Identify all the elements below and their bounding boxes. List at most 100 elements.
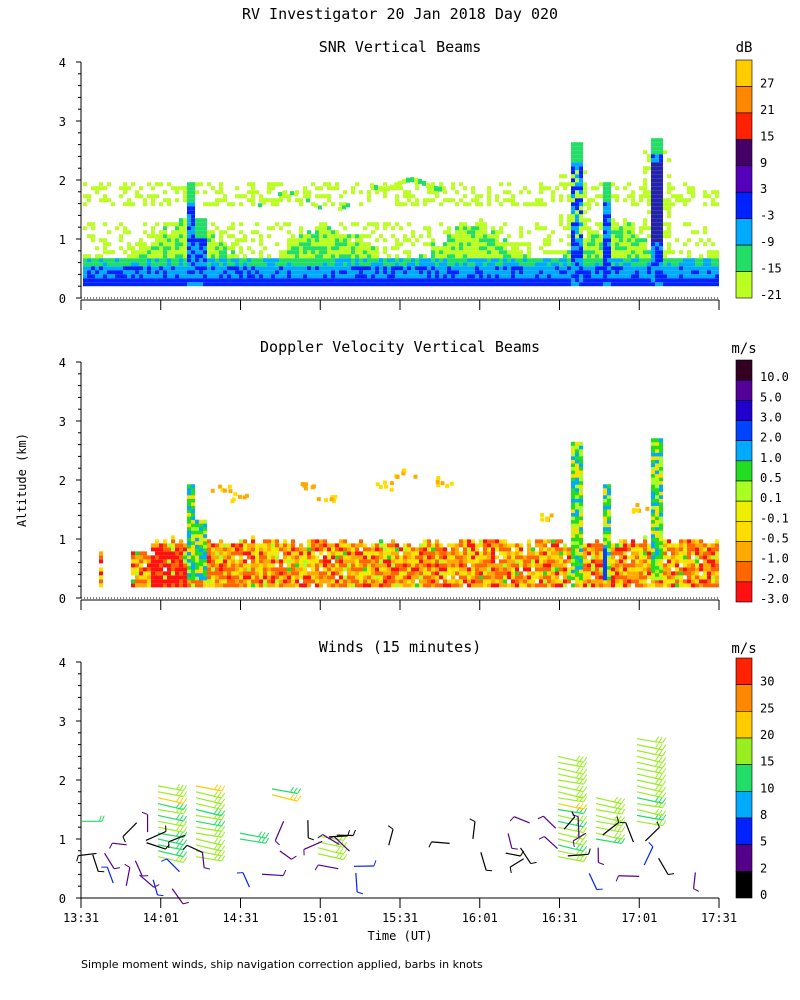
doppler-cell bbox=[451, 555, 455, 560]
snr-cell bbox=[203, 218, 207, 223]
doppler-cell bbox=[243, 539, 247, 544]
doppler-cell bbox=[159, 567, 163, 572]
doppler-cell bbox=[711, 583, 715, 588]
doppler-cell bbox=[139, 583, 143, 588]
doppler-cell bbox=[151, 547, 155, 552]
snr-cell bbox=[451, 250, 455, 255]
doppler-cell bbox=[215, 559, 219, 564]
snr-cell bbox=[338, 206, 342, 211]
snr-cell bbox=[275, 274, 279, 279]
doppler-cell bbox=[547, 571, 551, 576]
doppler-cell bbox=[167, 567, 171, 572]
doppler-cell bbox=[703, 583, 707, 588]
doppler-cell bbox=[451, 559, 455, 564]
snr-cell bbox=[651, 238, 655, 243]
snr-cell bbox=[251, 194, 255, 199]
snr-cell bbox=[327, 230, 331, 235]
snr-cell bbox=[359, 278, 363, 283]
snr-cell bbox=[411, 262, 415, 267]
snr-cell bbox=[183, 262, 187, 267]
snr-cell bbox=[603, 258, 607, 263]
snr-cell bbox=[523, 278, 527, 283]
snr-cell bbox=[307, 250, 311, 255]
doppler-cell bbox=[220, 487, 225, 492]
snr-cell bbox=[351, 234, 355, 239]
snr-cell bbox=[247, 258, 251, 263]
snr-cell bbox=[667, 274, 671, 279]
snr-cell bbox=[315, 254, 319, 259]
snr-cell bbox=[379, 262, 383, 267]
doppler-cell bbox=[247, 579, 251, 584]
snr-cell bbox=[511, 246, 515, 251]
doppler-cell bbox=[371, 575, 375, 580]
wind-barb bbox=[557, 797, 584, 803]
snr-cell bbox=[487, 246, 491, 251]
snr-cell bbox=[163, 190, 167, 195]
y-tick-label: 4 bbox=[59, 356, 66, 370]
snr-cell bbox=[151, 262, 155, 267]
snr-cell bbox=[163, 226, 167, 231]
snr-cell bbox=[267, 254, 271, 259]
snr-cell bbox=[567, 194, 571, 199]
wind-barb bbox=[557, 814, 584, 822]
doppler-cell bbox=[711, 575, 715, 580]
doppler-cell bbox=[571, 551, 575, 556]
doppler-cell bbox=[479, 567, 483, 572]
snr-cell bbox=[483, 246, 487, 251]
snr-cell bbox=[179, 226, 183, 231]
doppler-cell bbox=[371, 571, 375, 576]
y-tick-label: 4 bbox=[59, 56, 66, 70]
snr-cell bbox=[467, 282, 471, 287]
doppler-cell bbox=[207, 551, 211, 556]
doppler-cell bbox=[295, 579, 299, 584]
snr-cell bbox=[619, 242, 623, 247]
doppler-cell bbox=[571, 523, 575, 528]
snr-cell bbox=[395, 186, 399, 191]
snr-cell bbox=[147, 278, 151, 283]
doppler-cell bbox=[467, 551, 471, 556]
doppler-cell bbox=[483, 547, 487, 552]
doppler-cell bbox=[223, 547, 227, 552]
doppler-cell bbox=[659, 540, 663, 545]
snr-cell bbox=[483, 274, 487, 279]
doppler-cell bbox=[263, 547, 267, 552]
wind-barb bbox=[658, 797, 663, 803]
snr-cell bbox=[531, 282, 535, 287]
snr-cell bbox=[127, 258, 131, 263]
snr-cell bbox=[391, 266, 395, 271]
snr-cell bbox=[511, 270, 515, 275]
snr-cell bbox=[567, 222, 571, 227]
snr-cell bbox=[187, 222, 191, 227]
snr-cell bbox=[515, 242, 519, 247]
snr-cell bbox=[651, 214, 655, 219]
snr-cell bbox=[183, 222, 187, 227]
snr-cell bbox=[715, 202, 719, 207]
snr-cell bbox=[119, 234, 123, 239]
doppler-cell bbox=[255, 575, 259, 580]
doppler-cell bbox=[607, 579, 611, 584]
wind-barb bbox=[620, 803, 626, 810]
doppler-cell bbox=[283, 555, 287, 560]
doppler-cell bbox=[643, 571, 647, 576]
doppler-cell bbox=[199, 526, 203, 531]
doppler-cell bbox=[207, 543, 211, 548]
doppler-cell bbox=[383, 543, 387, 548]
snr-cell bbox=[195, 182, 199, 187]
snr-cell bbox=[183, 218, 187, 223]
snr-cell bbox=[303, 242, 307, 247]
snr-cell bbox=[487, 242, 491, 247]
snr-cell bbox=[703, 262, 707, 267]
snr-cell bbox=[651, 234, 655, 239]
doppler-cell bbox=[407, 555, 411, 560]
doppler-cell bbox=[375, 575, 379, 580]
snr-cell bbox=[647, 154, 651, 159]
doppler-cell bbox=[655, 583, 659, 588]
doppler-cell bbox=[323, 498, 328, 503]
doppler-cell bbox=[319, 551, 323, 556]
doppler-cell bbox=[339, 539, 343, 544]
snr-cell bbox=[295, 274, 299, 279]
wind-barb bbox=[658, 773, 663, 780]
doppler-cell bbox=[615, 567, 619, 572]
doppler-cell bbox=[695, 563, 699, 568]
snr-cell bbox=[422, 180, 426, 186]
